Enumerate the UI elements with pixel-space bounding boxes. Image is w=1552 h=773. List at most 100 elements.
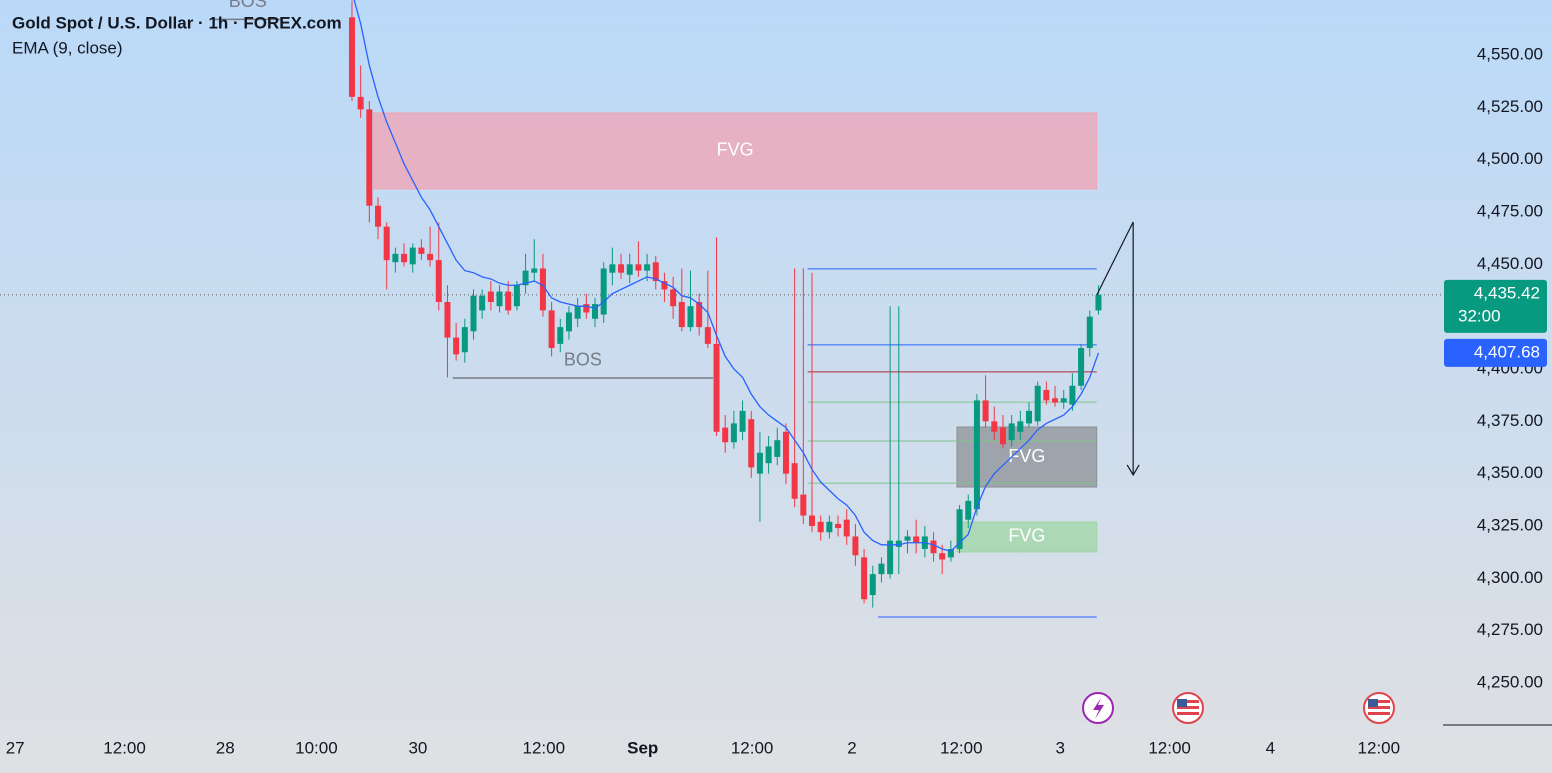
x-tick-label: 30 (408, 738, 427, 757)
plot-area: FVG FVG FVG BOS BOS (0, 0, 1443, 618)
candle-body (704, 327, 711, 344)
candle-body (713, 343, 720, 432)
candle-body (496, 291, 503, 307)
candle-body (678, 302, 685, 328)
candle-body (947, 549, 954, 558)
candle-body (817, 521, 824, 533)
fvg-label: FVG (717, 140, 754, 160)
countdown-label: 32:00 (1458, 306, 1501, 325)
ema-price-label: 4,407.68 (1474, 342, 1540, 361)
x-tick-label: 12:00 (940, 738, 983, 757)
candle-body (600, 268, 607, 315)
y-tick-label: 4,475.00 (1477, 201, 1543, 220)
candle-body (1026, 410, 1033, 424)
x-tick-label: 12:00 (523, 738, 566, 757)
indicator-label: EMA (9, close) (12, 38, 123, 57)
candle-body (1017, 421, 1024, 432)
candle-body (722, 427, 729, 443)
candle-body (565, 312, 572, 332)
candle-body (826, 521, 833, 533)
x-tick-label: 12:00 (1358, 738, 1401, 757)
flag-stripe (1177, 700, 1199, 703)
flag-stripe (1368, 712, 1390, 715)
fvg-zone (956, 426, 1098, 488)
candle-body (687, 306, 694, 328)
candle-body (670, 289, 677, 307)
candle-body (774, 440, 781, 457)
candle-body (835, 523, 842, 529)
candle-body (548, 310, 555, 349)
candle-body (461, 327, 468, 353)
candle-body (583, 304, 590, 313)
candle-body (435, 260, 442, 303)
candle-body (800, 494, 807, 516)
candle-body (999, 427, 1006, 445)
y-tick-label: 4,375.00 (1477, 411, 1543, 430)
last-price-label: 4,435.42 (1474, 283, 1540, 302)
candle-body (470, 295, 477, 332)
candle-body (939, 553, 946, 560)
candle-body (427, 253, 434, 261)
y-tick-label: 4,300.00 (1477, 568, 1543, 587)
chart-title: Gold Spot / U.S. Dollar · 1h · FOREX.com (12, 13, 342, 32)
fvg-zone (956, 521, 1098, 553)
candle-body (513, 285, 520, 307)
flag-canton (1177, 699, 1187, 707)
x-tick-label: 28 (216, 738, 235, 757)
candle-body (574, 306, 581, 319)
arrow-head (1126, 464, 1140, 477)
event-icons[interactable] (1082, 692, 1395, 724)
candle-body (696, 302, 703, 328)
flag-stripe (1177, 706, 1199, 709)
candle-body (913, 536, 920, 543)
candle-body (973, 400, 980, 510)
candle-body (1069, 385, 1076, 405)
candle-body (930, 540, 937, 554)
candle-body (982, 400, 989, 422)
candle-body (887, 540, 894, 575)
bos-label: BOS (564, 350, 602, 370)
candle-body (991, 421, 998, 432)
candle-body (531, 268, 538, 273)
candle-body (756, 452, 763, 474)
candle-body (383, 226, 390, 261)
candle-body (401, 253, 408, 263)
candle-body (366, 109, 373, 206)
candle-body (1086, 316, 1093, 349)
candle-body (965, 500, 972, 520)
flag-canton (1368, 699, 1378, 707)
y-tick-label: 4,350.00 (1477, 463, 1543, 482)
candle-body (869, 574, 876, 596)
candle-body (392, 253, 399, 263)
candle-body (791, 463, 798, 499)
fvg-zone (373, 112, 1098, 190)
x-tick-label: 27 (6, 738, 25, 757)
candle-body (479, 295, 486, 311)
candle-body (635, 264, 642, 271)
flag-stripe (1368, 700, 1390, 703)
candle-body (557, 327, 564, 344)
x-tick-label: Sep (627, 738, 658, 757)
y-tick-label: 4,250.00 (1477, 672, 1543, 691)
candle-body (1060, 398, 1067, 403)
candle-body (809, 515, 816, 526)
candle-body (765, 446, 772, 464)
x-tick-label: 10:00 (295, 738, 338, 757)
y-tick-label: 4,450.00 (1477, 254, 1543, 273)
candle-body (418, 247, 425, 254)
x-tick-label: 3 (1056, 738, 1065, 757)
candle-body (1043, 389, 1050, 401)
candle-body (739, 410, 746, 432)
fvg-label: FVG (1008, 526, 1045, 546)
y-tick-label: 4,550.00 (1477, 44, 1543, 63)
overlay (1096, 221, 1140, 477)
candle-body (861, 557, 868, 600)
x-tick-label: 2 (847, 738, 856, 757)
candle-body (852, 536, 859, 556)
y-tick-label: 4,325.00 (1477, 515, 1543, 534)
candle-body (453, 337, 460, 355)
projection-arrow (1096, 221, 1134, 475)
x-tick-label: 4 (1266, 738, 1275, 757)
